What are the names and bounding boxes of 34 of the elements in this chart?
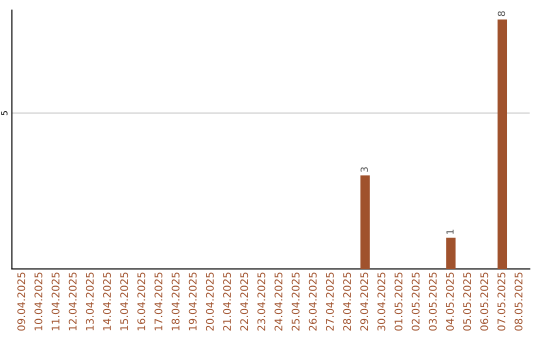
x-tick-label: 03.05.2025 xyxy=(428,272,437,331)
x-tick-label: 18.04.2025 xyxy=(172,272,180,330)
y-tick-label: 5 xyxy=(1,111,8,116)
x-tick-label: 28.04.2025 xyxy=(343,272,351,331)
x-tick-label: 30.04.2025 xyxy=(377,272,386,331)
x-tick-label: 04.05.2025 xyxy=(446,272,454,331)
x-tick-label: 21.04.2025 xyxy=(223,272,231,331)
x-tick-label: 14.04.2025 xyxy=(103,272,111,330)
data-label: 8 xyxy=(498,11,506,16)
x-tick-label: 01.05.2025 xyxy=(394,272,402,331)
x-tick-label: 07.05.2025 xyxy=(497,272,506,331)
x-tick-label: 23.04.2025 xyxy=(257,272,266,331)
x-tick-label: 12.04.2025 xyxy=(68,272,77,330)
x-tick-label: 22.04.2025 xyxy=(240,272,248,331)
x-tick-label: 19.04.2025 xyxy=(188,272,197,330)
x-tick-label: 06.05.2025 xyxy=(480,272,488,331)
data-label: 1 xyxy=(446,230,454,234)
x-tick-label: 24.04.2025 xyxy=(274,272,282,331)
x-tick-label: 26.04.2025 xyxy=(308,272,317,331)
x-tick-label: 11.04.2025 xyxy=(52,272,60,330)
x-tick-label: 13.04.2025 xyxy=(86,272,94,330)
x-tick-label: 09.04.2025 xyxy=(17,272,26,331)
x-tick-label: 27.04.2025 xyxy=(326,272,334,331)
x-tick-label: 08.05.2025 xyxy=(514,272,522,331)
x-tick-label: 16.04.2025 xyxy=(137,272,146,330)
data-label: 3 xyxy=(360,167,368,172)
x-tick-label: 20.04.2025 xyxy=(206,272,214,331)
x-tick-label: 29.04.2025 xyxy=(360,272,368,331)
x-tick-label: 10.04.2025 xyxy=(34,272,42,330)
x-tick-label: 05.05.2025 xyxy=(463,272,472,331)
x-tick-label: 17.04.2025 xyxy=(154,272,162,330)
x-tick-label: 15.04.2025 xyxy=(120,272,128,330)
x-tick-label: 25.04.2025 xyxy=(292,272,300,331)
x-tick-label: 02.05.2025 xyxy=(412,272,420,331)
